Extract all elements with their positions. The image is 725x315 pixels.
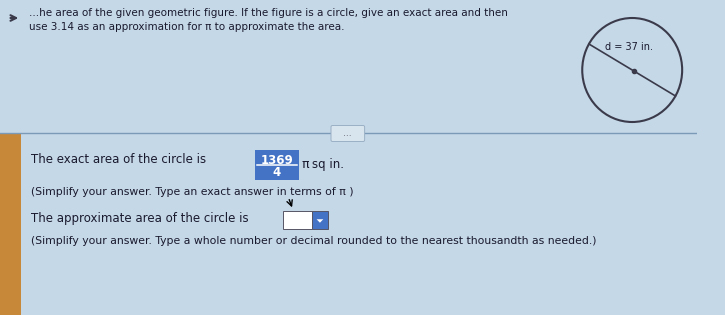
Bar (0, 133, 21, 315)
Text: The approximate area of the circle is: The approximate area of the circle is (30, 212, 249, 225)
Text: use 3.14 as an approximation for π to approximate the area.: use 3.14 as an approximation for π to ap… (29, 22, 344, 32)
Bar (0, 133, 697, 315)
Text: ...: ... (344, 129, 352, 138)
Text: ...he area of the given geometric figure. If the figure is a circle, give an exa: ...he area of the given geometric figure… (29, 8, 507, 18)
FancyBboxPatch shape (331, 125, 365, 141)
Text: (Simplify your answer. Type an exact answer in terms of π ): (Simplify your answer. Type an exact ans… (30, 187, 353, 197)
Text: π: π (302, 158, 309, 171)
Text: (Simplify your answer. Type a whole number or decimal rounded to the nearest tho: (Simplify your answer. Type a whole numb… (30, 236, 596, 246)
Bar (254, 150, 299, 180)
Text: The exact area of the circle is: The exact area of the circle is (30, 153, 206, 166)
Text: d = 37 in.: d = 37 in. (605, 42, 653, 52)
Text: 1369: 1369 (260, 154, 293, 167)
Text: 4: 4 (273, 166, 281, 179)
Bar (312, 211, 328, 229)
Text: sq in.: sq in. (312, 158, 344, 171)
Bar (283, 211, 312, 229)
Polygon shape (317, 219, 323, 223)
